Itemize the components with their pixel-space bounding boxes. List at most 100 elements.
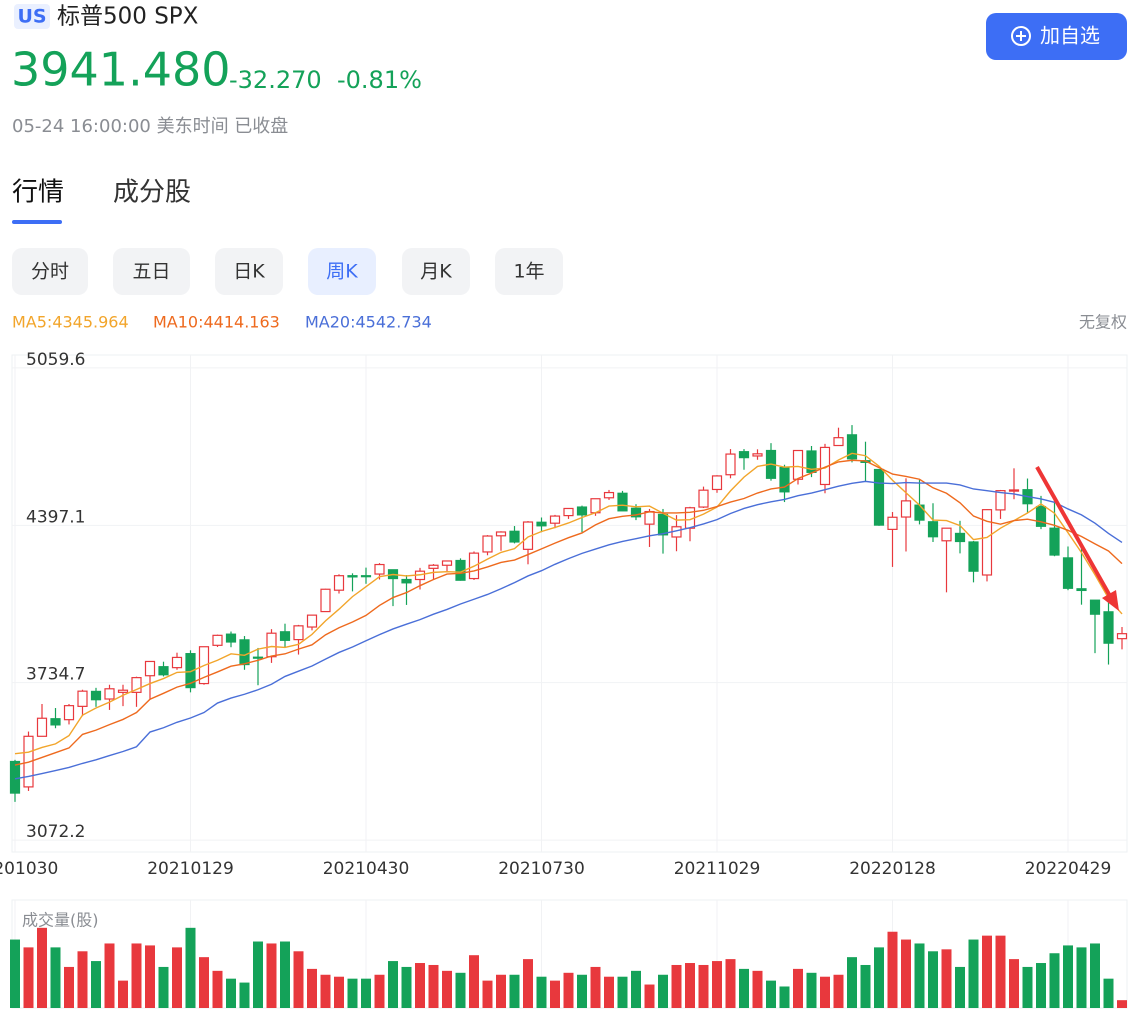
market-status: 05-24 16:00:00 美东时间 已收盘 bbox=[12, 116, 288, 137]
period-label[interactable]: 周K bbox=[326, 261, 358, 283]
volume-bar bbox=[671, 964, 682, 1008]
volume-bar bbox=[685, 963, 695, 1008]
candle-body bbox=[995, 490, 1006, 511]
volume-bar bbox=[1036, 963, 1046, 1008]
candle-body bbox=[968, 541, 979, 572]
candle-body bbox=[36, 717, 48, 737]
candle-body bbox=[225, 633, 237, 643]
candle-body bbox=[1035, 505, 1047, 527]
candle-body bbox=[158, 666, 169, 676]
period-button[interactable] bbox=[113, 248, 190, 295]
plus-icon[interactable] bbox=[1011, 26, 1031, 46]
volume-bar bbox=[320, 974, 331, 1008]
candle-body bbox=[428, 564, 439, 569]
candle-body bbox=[360, 575, 372, 578]
change-percent: -0.81% bbox=[337, 66, 422, 94]
period-button[interactable] bbox=[402, 248, 470, 295]
period-button[interactable] bbox=[495, 248, 563, 295]
volume-bar bbox=[1063, 945, 1073, 1008]
volume-bar bbox=[982, 935, 992, 1008]
volume-bar bbox=[698, 964, 709, 1008]
volume-bar bbox=[158, 966, 169, 1008]
candle-body bbox=[914, 504, 925, 521]
candle-body bbox=[738, 451, 750, 459]
ma-legend: MA5:4345.964 bbox=[12, 313, 129, 332]
candle-body bbox=[441, 560, 453, 566]
x-tick-label: 20201030 bbox=[0, 859, 58, 879]
candle-body bbox=[846, 434, 858, 460]
candle-body bbox=[50, 718, 61, 726]
volume-bar bbox=[280, 941, 290, 1008]
volume-bar bbox=[361, 978, 371, 1008]
volume-bar bbox=[658, 974, 668, 1008]
candle-body bbox=[333, 575, 345, 591]
button-label[interactable]: 加自选 bbox=[1040, 24, 1100, 48]
volume-bar bbox=[199, 957, 209, 1008]
candle-body bbox=[279, 631, 291, 641]
period-button[interactable] bbox=[215, 248, 283, 295]
volume-bar bbox=[64, 966, 74, 1008]
volume-bar bbox=[874, 947, 884, 1008]
candle-body bbox=[549, 515, 561, 524]
candle-body bbox=[401, 578, 412, 584]
button-bg[interactable] bbox=[986, 13, 1127, 60]
add-watchlist-button[interactable]: 加自选 bbox=[986, 13, 1127, 60]
candle-body bbox=[644, 510, 655, 525]
ma-line bbox=[14, 480, 1123, 780]
volume-bar bbox=[145, 945, 155, 1008]
candle-body bbox=[347, 575, 358, 578]
period-label[interactable]: 1年 bbox=[513, 261, 544, 283]
volume-bar bbox=[712, 961, 722, 1008]
candle-body bbox=[752, 453, 763, 457]
volume-bar bbox=[914, 943, 925, 1008]
volume-bar bbox=[77, 951, 88, 1008]
candle-body bbox=[698, 489, 709, 508]
volume-bar bbox=[23, 947, 34, 1008]
x-tick-label: 20220128 bbox=[849, 859, 936, 879]
candle-body bbox=[1049, 527, 1060, 556]
candle-body bbox=[873, 468, 885, 526]
volume-bar bbox=[415, 963, 425, 1008]
adjust-mode[interactable]: 无复权 bbox=[1079, 313, 1127, 332]
period-label[interactable]: 月K bbox=[420, 261, 452, 283]
candle-body bbox=[1008, 489, 1020, 492]
volume-bar bbox=[941, 949, 952, 1008]
tab[interactable]: 行情 bbox=[12, 178, 64, 208]
volume-bar bbox=[968, 939, 979, 1008]
period-label[interactable]: 五日 bbox=[132, 261, 170, 283]
volume-bar bbox=[820, 976, 830, 1008]
period-label[interactable]: 日K bbox=[233, 261, 265, 283]
period-label[interactable]: 分时 bbox=[31, 261, 69, 283]
volume-bar bbox=[752, 970, 763, 1008]
y-tick-label: 3072.2 bbox=[26, 822, 85, 842]
volume-bar bbox=[1076, 947, 1087, 1008]
volume-bar bbox=[563, 972, 574, 1008]
tab[interactable]: 成分股 bbox=[113, 178, 191, 208]
volume-bar bbox=[577, 974, 587, 1008]
candle-body bbox=[792, 449, 804, 480]
x-tick-label: 20210430 bbox=[323, 859, 410, 879]
candle-body bbox=[1089, 599, 1101, 615]
candle-body bbox=[509, 530, 520, 543]
market-badge: US bbox=[17, 6, 46, 28]
volume-bar bbox=[901, 939, 911, 1008]
volume-bar bbox=[739, 968, 749, 1008]
volume-label: 成交量(股) bbox=[22, 911, 99, 930]
volume-bar bbox=[806, 972, 817, 1008]
volume-bar bbox=[509, 974, 520, 1008]
volume-bar bbox=[833, 974, 844, 1008]
plus-icon[interactable] bbox=[1016, 31, 1026, 41]
candle-body bbox=[536, 521, 547, 527]
period-button[interactable] bbox=[308, 248, 376, 295]
tab-underline bbox=[12, 220, 62, 224]
y-tick-label: 3734.7 bbox=[26, 665, 85, 685]
period-button[interactable] bbox=[12, 248, 88, 295]
volume-bar bbox=[131, 943, 142, 1008]
change: -32.270 bbox=[229, 66, 322, 94]
volume-bar bbox=[631, 970, 641, 1008]
y-tick-label: 4397.1 bbox=[26, 507, 85, 527]
candle-body bbox=[144, 660, 156, 677]
volume-bar bbox=[793, 968, 803, 1008]
